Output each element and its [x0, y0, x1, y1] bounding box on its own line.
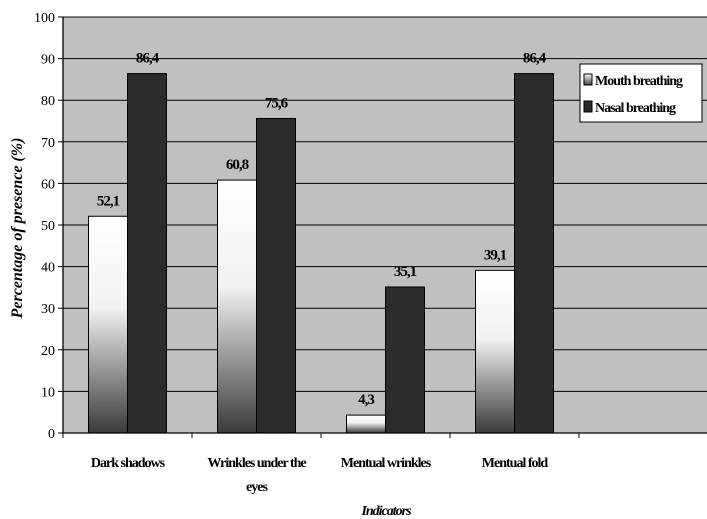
data-label: 75,6 [265, 96, 289, 112]
data-label: 60,8 [226, 157, 249, 173]
y-tick-label: 60 [41, 177, 55, 192]
bar-nasal-breathing [385, 286, 425, 434]
y-axis-label: Percentage of presence (%) [9, 138, 26, 320]
bar-nasal-breathing [127, 73, 167, 434]
y-tick-label: 90 [41, 53, 55, 68]
y-tick-label: 100 [34, 11, 55, 26]
bar-mouth-breathing [475, 269, 515, 434]
data-label: 39,1 [484, 247, 507, 263]
x-category-label: Mentual fold [482, 456, 549, 471]
data-label: 86,4 [523, 51, 547, 67]
bar-mouth-breathing [217, 179, 257, 434]
y-tick-label: 10 [41, 385, 55, 400]
y-tick-label: 80 [41, 94, 55, 109]
bar-nasal-breathing [514, 73, 554, 434]
bar-nasal-breathing [256, 118, 296, 434]
legend-swatch-mouth [583, 73, 593, 86]
data-label: 4,3 [358, 392, 374, 408]
x-category-label: Wrinkles under the [207, 456, 306, 471]
data-label: 35,1 [394, 264, 417, 280]
bar-mouth-breathing [346, 414, 386, 434]
y-tick-label: 40 [41, 261, 55, 276]
legend-box [579, 63, 703, 123]
x-category-label: eyes [246, 480, 268, 495]
x-category-label: Mentual wrinkles [341, 456, 432, 471]
legend-label: Nasal breathing [595, 101, 676, 116]
y-tick-label: 0 [48, 427, 55, 442]
data-label: 52,1 [97, 193, 120, 209]
y-tick-label: 20 [41, 344, 55, 359]
legend-label: Mouth breathing [595, 74, 683, 89]
data-label: 86,4 [136, 51, 160, 67]
y-tick-label: 30 [41, 302, 55, 317]
y-tick-label: 70 [41, 136, 55, 151]
x-category-label: Dark shadows [91, 456, 166, 471]
y-tick-label: 50 [41, 219, 55, 234]
legend: Mouth breathing Nasal breathing [579, 63, 703, 123]
x-axis-label: Indicators [360, 504, 412, 519]
legend-swatch-nasal [583, 100, 593, 113]
bar-mouth-breathing [88, 215, 128, 434]
